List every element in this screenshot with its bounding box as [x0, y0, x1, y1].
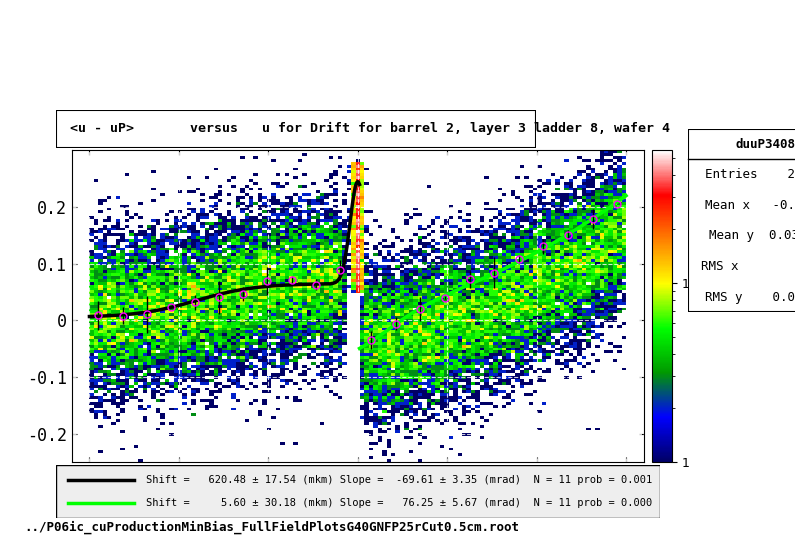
- Text: Shift =   620.48 ± 17.54 (mkm) Slope =  -69.61 ± 3.35 (mrad)  N = 11 prob = 0.00: Shift = 620.48 ± 17.54 (mkm) Slope = -69…: [146, 475, 653, 484]
- Text: duuP3408: duuP3408: [735, 137, 795, 151]
- Text: Entries    27416: Entries 27416: [705, 168, 795, 182]
- Text: <u - uP>       versus   u for Drift for barrel 2, layer 3 ladder 8, wafer 4: <u - uP> versus u for Drift for barrel 2…: [70, 122, 670, 135]
- Text: Shift =     5.60 ± 30.18 (mkm) Slope =   76.25 ± 5.67 (mrad)  N = 11 prob = 0.00: Shift = 5.60 ± 30.18 (mkm) Slope = 76.25…: [146, 498, 653, 508]
- Text: ../P06ic_cuProductionMinBias_FullFieldPlotsG40GNFP25rCut0.5cm.root: ../P06ic_cuProductionMinBias_FullFieldPl…: [24, 521, 519, 534]
- Text: RMS x        1.67: RMS x 1.67: [701, 260, 795, 273]
- Text: Mean y  0.03078: Mean y 0.03078: [709, 229, 795, 242]
- Text: RMS y    0.09583: RMS y 0.09583: [705, 291, 795, 303]
- Text: Mean x   -0.1589: Mean x -0.1589: [705, 199, 795, 212]
